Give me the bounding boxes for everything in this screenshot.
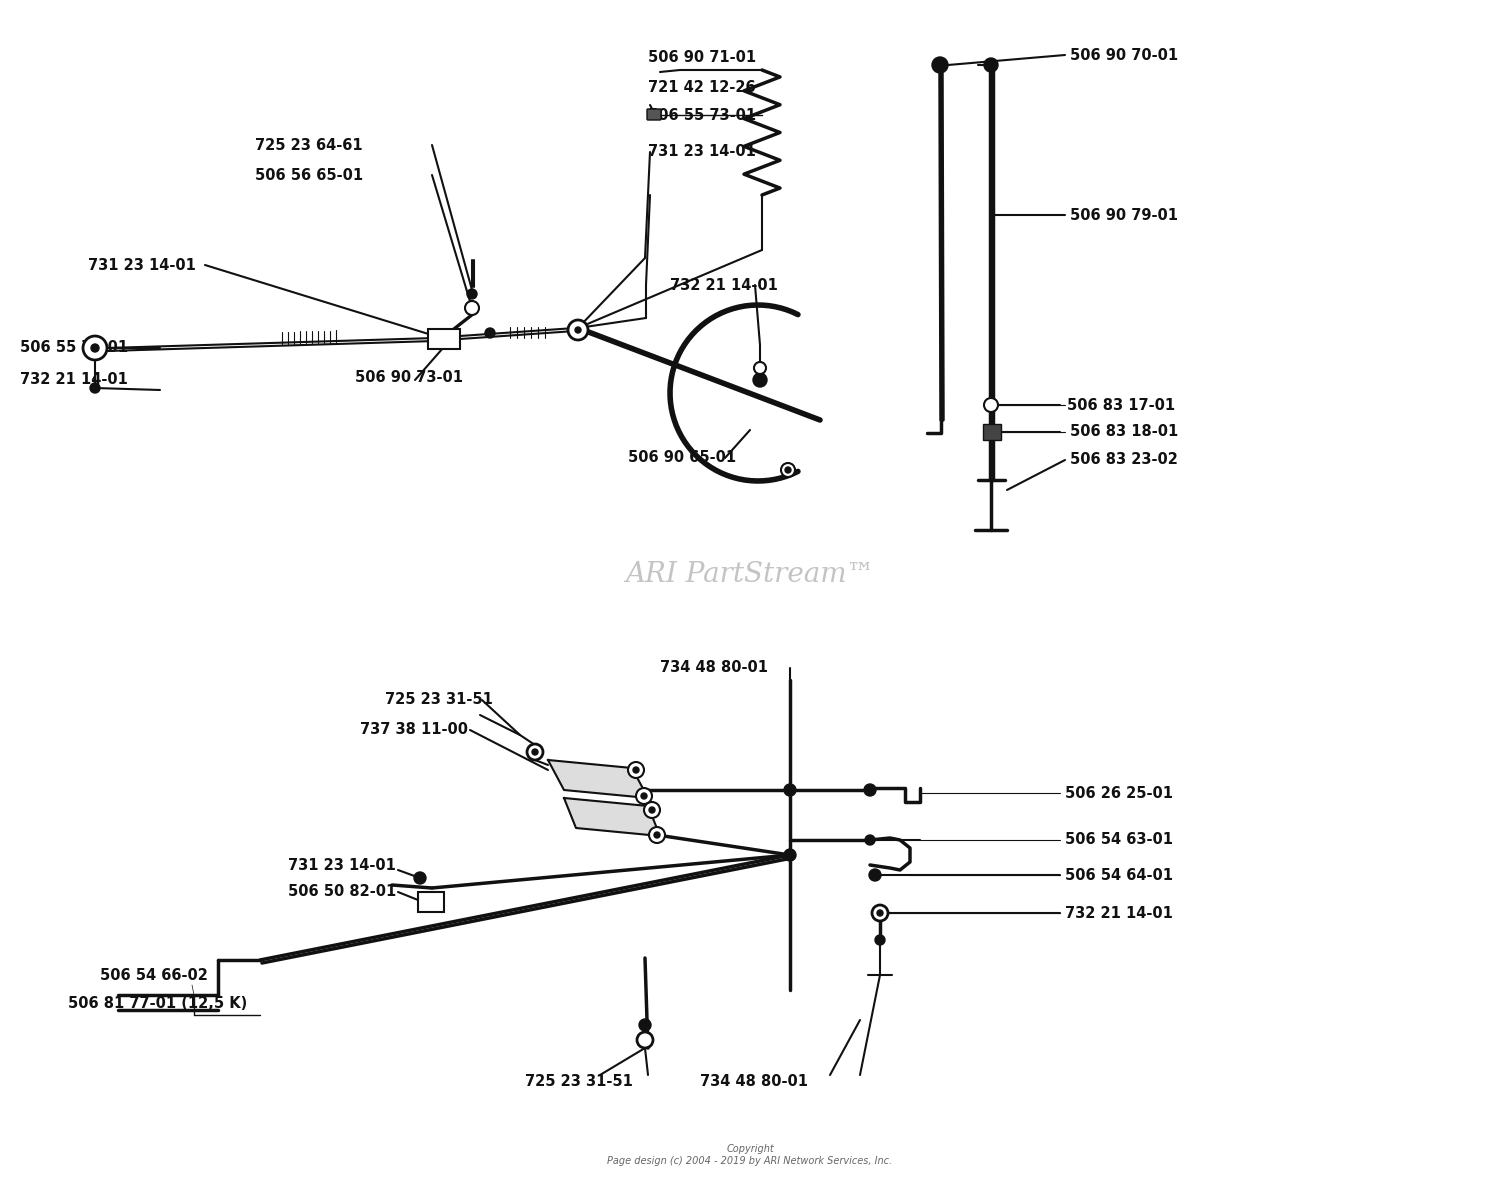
Circle shape (654, 832, 660, 838)
Circle shape (90, 383, 101, 393)
Circle shape (92, 344, 99, 352)
Circle shape (650, 827, 664, 843)
FancyBboxPatch shape (982, 424, 1000, 440)
Circle shape (484, 328, 495, 338)
Circle shape (465, 301, 478, 315)
Circle shape (878, 910, 884, 916)
Text: 506 83 18-01: 506 83 18-01 (1070, 424, 1179, 440)
Text: 506 83 17-01: 506 83 17-01 (1066, 397, 1174, 412)
Text: 506 55 73-01: 506 55 73-01 (20, 340, 128, 356)
Circle shape (984, 58, 998, 72)
Circle shape (532, 749, 538, 755)
Text: Copyright
Page design (c) 2004 - 2019 by ARI Network Services, Inc.: Copyright Page design (c) 2004 - 2019 by… (608, 1145, 892, 1166)
Circle shape (526, 744, 543, 760)
Text: 721 42 12-26: 721 42 12-26 (648, 79, 756, 95)
Text: 732 21 14-01: 732 21 14-01 (1065, 905, 1173, 921)
Text: ARI PartStream™: ARI PartStream™ (626, 562, 874, 589)
Text: 506 83 23-02: 506 83 23-02 (1070, 453, 1178, 468)
Text: 506 55 73-01: 506 55 73-01 (648, 108, 756, 122)
Text: 506 56 65-01: 506 56 65-01 (255, 167, 363, 182)
Circle shape (414, 872, 426, 884)
Circle shape (644, 802, 660, 818)
Text: 506 54 64-01: 506 54 64-01 (1065, 867, 1173, 883)
Circle shape (784, 848, 796, 861)
Circle shape (638, 1032, 652, 1048)
Circle shape (574, 327, 580, 333)
Text: 734 48 80-01: 734 48 80-01 (700, 1075, 808, 1089)
Circle shape (82, 337, 106, 360)
Text: 506 90 79-01: 506 90 79-01 (1070, 207, 1178, 223)
Circle shape (871, 905, 888, 921)
FancyBboxPatch shape (419, 892, 444, 912)
Text: 725 23 31-51: 725 23 31-51 (525, 1075, 633, 1089)
Circle shape (784, 784, 796, 796)
Text: 506 90 71-01: 506 90 71-01 (648, 51, 756, 65)
Circle shape (754, 374, 765, 385)
Circle shape (639, 1019, 651, 1031)
Text: 731 23 14-01: 731 23 14-01 (288, 858, 396, 872)
Text: 732 21 14-01: 732 21 14-01 (670, 277, 778, 293)
FancyBboxPatch shape (427, 329, 460, 350)
Circle shape (633, 767, 639, 773)
Text: 506 54 63-01: 506 54 63-01 (1065, 833, 1173, 847)
Text: 506 50 82-01: 506 50 82-01 (288, 884, 396, 899)
Text: 506 26 25-01: 506 26 25-01 (1065, 786, 1173, 801)
Text: 732 21 14-01: 732 21 14-01 (20, 372, 128, 387)
Circle shape (640, 793, 646, 799)
Text: 506 90 65-01: 506 90 65-01 (628, 450, 736, 466)
Circle shape (782, 463, 795, 478)
Circle shape (864, 784, 876, 796)
Circle shape (754, 361, 766, 374)
Circle shape (568, 320, 588, 340)
Text: 737 38 11-00: 737 38 11-00 (360, 723, 468, 737)
Circle shape (650, 807, 656, 813)
Text: 725 23 64-61: 725 23 64-61 (255, 137, 363, 153)
Circle shape (932, 57, 948, 73)
Circle shape (784, 467, 790, 473)
Polygon shape (548, 760, 648, 798)
Text: 506 54 66-02: 506 54 66-02 (100, 967, 208, 982)
Text: 506 90 70-01: 506 90 70-01 (1070, 47, 1178, 63)
Text: 506 90 73-01: 506 90 73-01 (356, 371, 464, 385)
Circle shape (753, 373, 766, 387)
Circle shape (636, 788, 652, 803)
Circle shape (868, 869, 880, 880)
Text: 506 81 77-01 (12,5 K): 506 81 77-01 (12,5 K) (68, 995, 248, 1011)
Text: 734 48 80-01: 734 48 80-01 (660, 660, 768, 675)
Circle shape (874, 935, 885, 944)
Circle shape (628, 762, 644, 779)
Polygon shape (564, 798, 660, 835)
Circle shape (865, 835, 874, 845)
Circle shape (466, 289, 477, 299)
Text: 725 23 31-51: 725 23 31-51 (386, 692, 494, 707)
FancyBboxPatch shape (646, 109, 662, 120)
Circle shape (984, 398, 998, 412)
Text: 731 23 14-01: 731 23 14-01 (648, 145, 756, 160)
Text: 731 23 14-01: 731 23 14-01 (88, 257, 196, 273)
